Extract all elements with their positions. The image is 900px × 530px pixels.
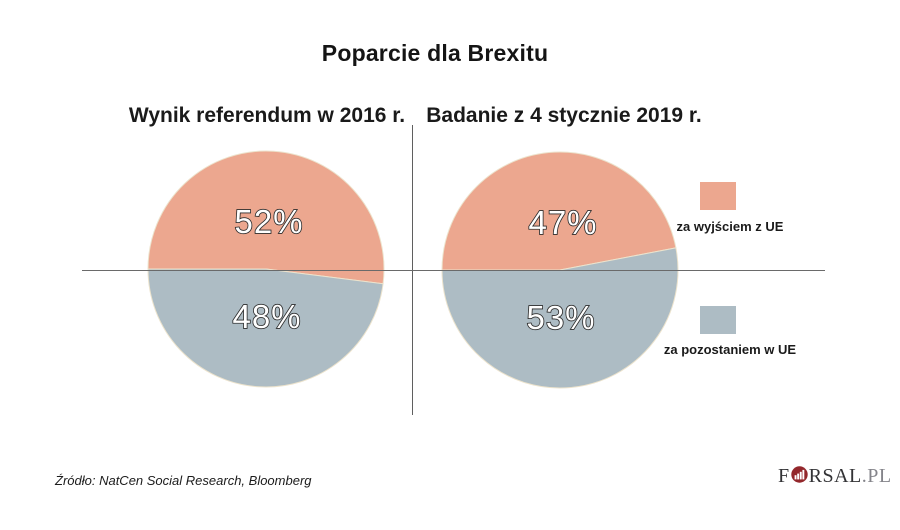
logo-text-f: F <box>778 464 790 487</box>
panel-title-referendum-2016: Wynik referendum w 2016 r. <box>128 104 406 127</box>
pie-slice <box>147 268 384 388</box>
legend-swatch-leave <box>700 182 736 210</box>
horizontal-axis-line <box>82 270 825 271</box>
pie-chart-survey-2019: 47% 53% <box>441 151 679 389</box>
legend-label-leave: za wyjściem z UE <box>676 219 784 234</box>
chart-title: Poparcie dla Brexitu <box>321 40 549 66</box>
source-note: Źródło: NatCen Social Research, Bloomber… <box>55 473 312 488</box>
pie-chart-referendum-2016: 52% 48% <box>147 150 385 388</box>
pie-slice <box>441 151 677 271</box>
pie-percentage-label: 52% <box>234 203 303 240</box>
panel-title-survey-2019: Badanie z 4 stycznie 2019 r. <box>426 104 702 127</box>
logo-bar-chart-icon <box>790 465 808 489</box>
legend-swatch-remain <box>700 306 736 334</box>
pie-slice <box>147 150 385 285</box>
pie-percentage-label: 48% <box>232 298 301 335</box>
pie-percentage-label: 47% <box>528 204 597 241</box>
pie-percentage-label: 53% <box>526 299 595 336</box>
forsal-logo: F RSAL .PL <box>778 464 892 488</box>
legend-label-remain: za pozostaniem w UE <box>663 342 797 357</box>
pie-slice <box>441 247 679 389</box>
logo-text-pl: .PL <box>861 464 892 487</box>
logo-text-rsal: RSAL <box>808 464 862 487</box>
